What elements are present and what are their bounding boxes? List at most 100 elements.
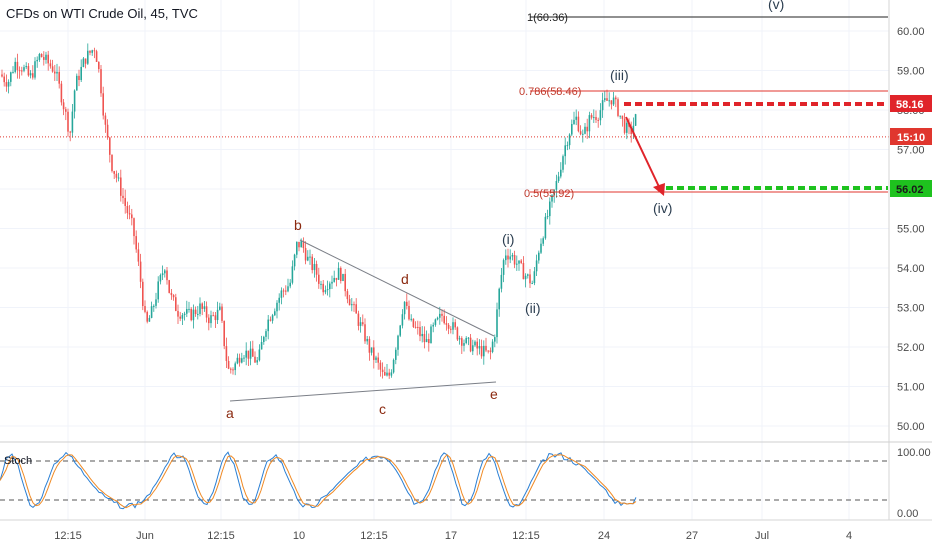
candle-body <box>604 98 606 101</box>
candle-body <box>216 309 219 321</box>
candle-body <box>533 271 536 284</box>
triangle-label-a: a <box>226 405 234 421</box>
candle-body <box>245 350 247 358</box>
upper-price-tag: 58.16 <box>896 99 924 111</box>
candle-body <box>344 273 346 292</box>
price-tick-label: 55.00 <box>897 224 925 236</box>
candle-body <box>432 324 434 327</box>
projection-arrow <box>625 116 662 192</box>
candle-body <box>172 295 175 298</box>
candle-body <box>395 349 397 360</box>
candle-body <box>588 115 591 132</box>
candle-body <box>274 311 276 316</box>
candle-body <box>296 241 298 255</box>
candle-body <box>425 339 428 343</box>
candle-body <box>483 345 485 357</box>
candle-body <box>144 306 146 312</box>
upper-price-tag-bg <box>890 95 932 112</box>
candle-body <box>329 283 331 290</box>
time-tick-label: 12:15 <box>207 530 235 542</box>
triangle-lower-line <box>229 381 497 402</box>
candle-body <box>390 372 393 376</box>
candle-body <box>456 327 459 340</box>
stoch-tick-0: 0.00 <box>897 508 918 520</box>
candle-body <box>535 260 538 272</box>
candle-body <box>373 347 375 360</box>
candle-body <box>388 372 390 376</box>
candle-body <box>49 63 52 67</box>
price-axis[interactable]: 60.0059.0058.0057.0056.0055.0054.0053.00… <box>897 26 925 433</box>
candle-body <box>311 256 313 271</box>
candle-body <box>522 263 525 280</box>
candle-body <box>357 313 360 326</box>
candle-body <box>498 288 500 310</box>
candle-body <box>177 310 179 317</box>
candle-body <box>25 66 27 68</box>
candle-body <box>1 74 3 77</box>
triangle-label-d: d <box>401 271 409 287</box>
candle-body <box>84 58 87 64</box>
candle-body <box>384 371 386 376</box>
candle-body <box>593 117 595 119</box>
candle-body <box>326 289 329 291</box>
candle-body <box>181 315 184 319</box>
candle-body <box>230 368 232 370</box>
candle-body <box>36 59 38 62</box>
candle-body <box>249 348 252 359</box>
candle-body <box>289 282 291 287</box>
candle-body <box>441 313 443 316</box>
candle-body <box>595 117 597 120</box>
candle-body <box>18 70 21 72</box>
candle-body <box>71 111 74 133</box>
candle-body <box>82 58 85 67</box>
candle-body <box>355 304 357 314</box>
candle-body <box>161 273 164 276</box>
candle-body <box>276 302 278 312</box>
time-axis[interactable]: 12:15 Jun 12:15 10 12:15 17 12:15 24 27 Jul 4 <box>54 530 852 542</box>
lower-price-tag: 56.02 <box>896 184 924 196</box>
candle-body <box>610 100 613 105</box>
candle-body <box>78 75 80 81</box>
time-tick-label: 27 <box>686 530 698 542</box>
candle-body <box>271 315 274 321</box>
candle-body <box>106 124 109 138</box>
candle-body <box>302 241 305 249</box>
candle-body <box>256 360 258 363</box>
candle-body <box>175 297 177 311</box>
candle-body <box>540 243 542 253</box>
candle-body <box>91 50 93 53</box>
candle-body <box>183 313 186 316</box>
candle-body <box>463 343 465 346</box>
candle-body <box>430 326 432 344</box>
price-tick-label: 54.00 <box>897 263 925 275</box>
candle-body <box>630 126 632 134</box>
price-tick-label: 51.00 <box>897 382 925 394</box>
candle-body <box>461 338 463 346</box>
candle-body <box>98 61 100 70</box>
candle-body <box>203 306 206 309</box>
time-tick-label: Jun <box>136 530 154 542</box>
candle-body <box>392 359 395 373</box>
candle-body <box>223 320 225 347</box>
candle-body <box>502 260 505 275</box>
candle-body <box>529 274 531 284</box>
candle-body <box>560 169 562 177</box>
candle-body <box>62 102 65 110</box>
candle-body <box>401 314 404 326</box>
candle-body <box>524 275 527 280</box>
time-tick-label: 17 <box>445 530 457 542</box>
candle-body <box>100 69 102 94</box>
candle-body <box>568 134 571 146</box>
candle-body <box>56 71 58 74</box>
candle-body <box>131 214 133 219</box>
candle-body <box>494 337 496 342</box>
candle-body <box>632 125 635 134</box>
candle-body <box>577 116 580 132</box>
candle-body <box>54 71 56 74</box>
price-tick-label: 59.00 <box>897 66 925 78</box>
fib-0786-label: 0.786(58.46) <box>519 86 581 98</box>
candle-body <box>166 270 168 281</box>
candle-body <box>142 281 144 307</box>
candle-body <box>621 115 624 119</box>
